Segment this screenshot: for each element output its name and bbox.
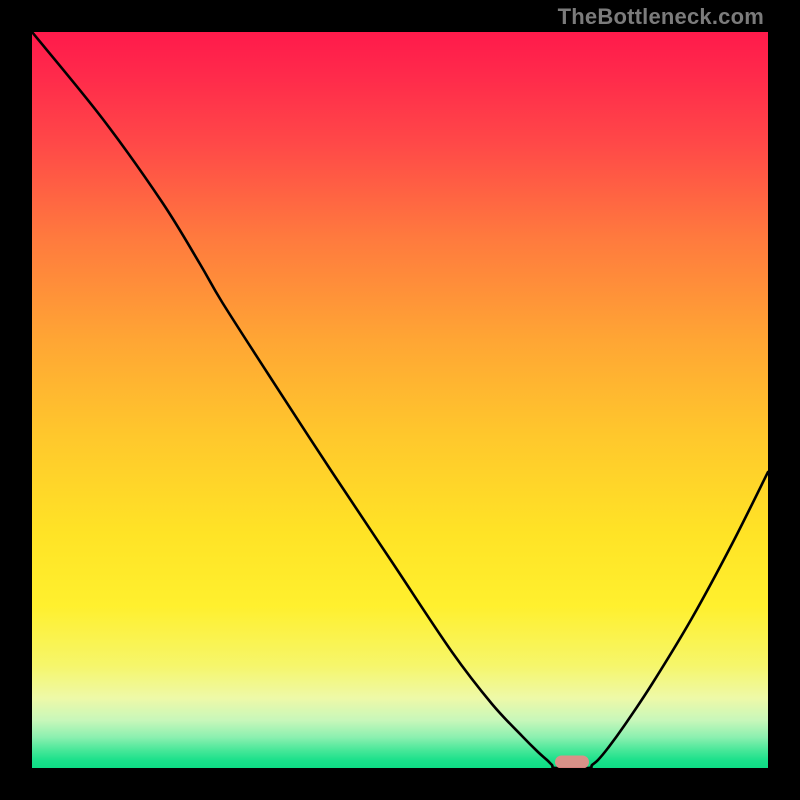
highlight-marker [555,756,589,769]
chart-frame: TheBottleneck.com [0,0,800,800]
curve-layer [32,32,768,768]
bottleneck-curve [32,32,768,768]
plot-area [32,32,768,768]
watermark-text: TheBottleneck.com [558,4,764,30]
